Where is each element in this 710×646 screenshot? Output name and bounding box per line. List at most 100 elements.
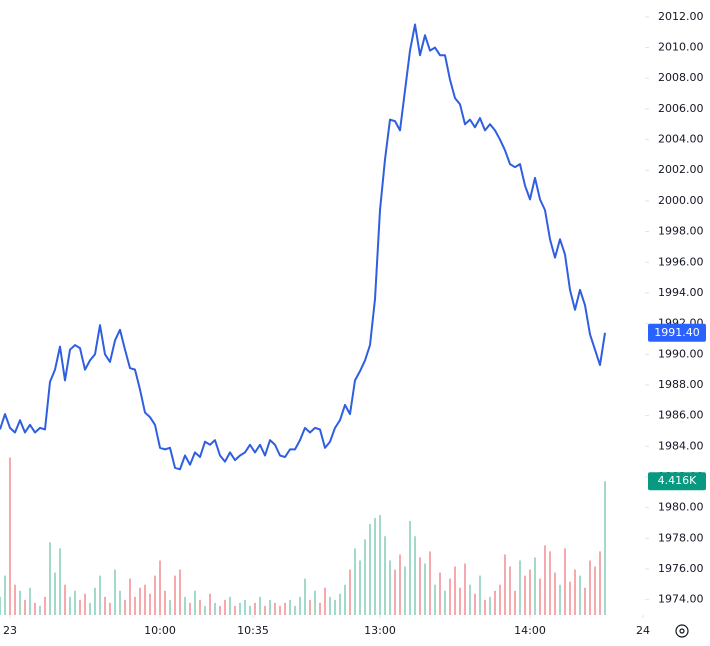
volume-bar (334, 599, 336, 615)
volume-bar (389, 560, 391, 615)
volume-bar (559, 584, 561, 615)
volume-bar (209, 593, 211, 615)
volume-bar (169, 599, 171, 615)
volume-bar (79, 599, 81, 615)
y-tick-label: 2002.00 (658, 163, 704, 176)
y-tick-label: 1996.00 (658, 255, 704, 268)
volume-bar (69, 596, 71, 615)
volume-bar (549, 551, 551, 615)
volume-bar (189, 602, 191, 615)
volume-bar (454, 566, 456, 615)
volume-bar (124, 599, 126, 615)
volume-bar (199, 599, 201, 615)
volume-bar (129, 578, 131, 615)
volume-bar (499, 584, 501, 615)
volume-bar (319, 602, 321, 615)
volume-bar (589, 560, 591, 615)
volume-bar (349, 569, 351, 615)
y-tick-label: 2004.00 (658, 133, 704, 146)
volume-bar (359, 560, 361, 615)
volume-bar (534, 557, 536, 615)
y-tick-label: 2006.00 (658, 102, 704, 115)
volume-bar (524, 575, 526, 615)
volume-bar (284, 602, 286, 615)
volume-bar (159, 560, 161, 615)
volume-bar (59, 548, 61, 615)
volume-bar (264, 605, 266, 615)
volume-bar (174, 575, 176, 615)
volume-bar (119, 590, 121, 615)
x-tick-label: 10:35 (237, 624, 269, 637)
y-tick-label: 2008.00 (658, 71, 704, 84)
volume-bar (234, 605, 236, 615)
volume-bar (9, 457, 11, 615)
volume-bar (364, 539, 366, 615)
volume-bar (489, 596, 491, 615)
volume-bar (184, 596, 186, 615)
volume-bar (134, 596, 136, 615)
volume-bar (434, 584, 436, 615)
y-tick-label: 1978.00 (658, 531, 704, 544)
volume-bar (99, 575, 101, 615)
gear-center[interactable] (679, 628, 685, 634)
volume-bar (439, 572, 441, 615)
volume-bar (29, 587, 31, 615)
volume-bar (569, 581, 571, 615)
volume-bar (164, 590, 166, 615)
volume-bar (269, 599, 271, 615)
volume-bar (414, 536, 416, 615)
volume-bar (74, 590, 76, 615)
volume-bar (84, 593, 86, 615)
volume-bar (324, 587, 326, 615)
volume-bar (379, 515, 381, 615)
volume-bar (464, 563, 466, 615)
volume-bar (394, 569, 396, 615)
volume-bar (419, 557, 421, 615)
volume-bar (239, 602, 241, 615)
volume-bar (369, 524, 371, 615)
volume-bar (54, 572, 56, 615)
volume-bar (519, 560, 521, 615)
volume-bar (554, 572, 556, 615)
volume-bar (114, 569, 116, 615)
volume-bar (574, 569, 576, 615)
volume-bar (329, 596, 331, 615)
volume-bar (39, 605, 41, 615)
volume-bar (89, 602, 91, 615)
volume-bar (154, 575, 156, 615)
y-tick-label: 1988.00 (658, 378, 704, 391)
volume-bar (604, 481, 606, 615)
settings-icon[interactable] (675, 624, 689, 638)
volume-bar (289, 599, 291, 615)
volume-bar (24, 599, 26, 615)
volume-bar (374, 518, 376, 615)
volume-bar (584, 587, 586, 615)
x-tick-label: 10:00 (144, 624, 176, 637)
volume-bar (444, 590, 446, 615)
volume-bar (254, 602, 256, 615)
y-tick-label: 1986.00 (658, 409, 704, 422)
volume-bar (179, 569, 181, 615)
gear[interactable] (675, 624, 689, 638)
volume-bar (344, 584, 346, 615)
y-tick-label: 2010.00 (658, 41, 704, 54)
volume-bar (544, 545, 546, 615)
volume-bar (109, 602, 111, 615)
y-tick-label: 1984.00 (658, 439, 704, 452)
volume-bar (219, 605, 221, 615)
y-tick-label: 1998.00 (658, 225, 704, 238)
volume-bar (144, 584, 146, 615)
price-line (0, 23, 606, 471)
volume-bar (309, 599, 311, 615)
y-tick-label: 1994.00 (658, 286, 704, 299)
volume-bar (384, 536, 386, 615)
last-volume-label: 4.416K (658, 474, 697, 487)
volume-bar (424, 563, 426, 615)
volume-bar (139, 587, 141, 615)
y-tick-label: 2000.00 (658, 194, 704, 207)
volume-bar (279, 605, 281, 615)
volume-bar (514, 590, 516, 615)
volume-bar (34, 602, 36, 615)
volume-bar (494, 590, 496, 615)
